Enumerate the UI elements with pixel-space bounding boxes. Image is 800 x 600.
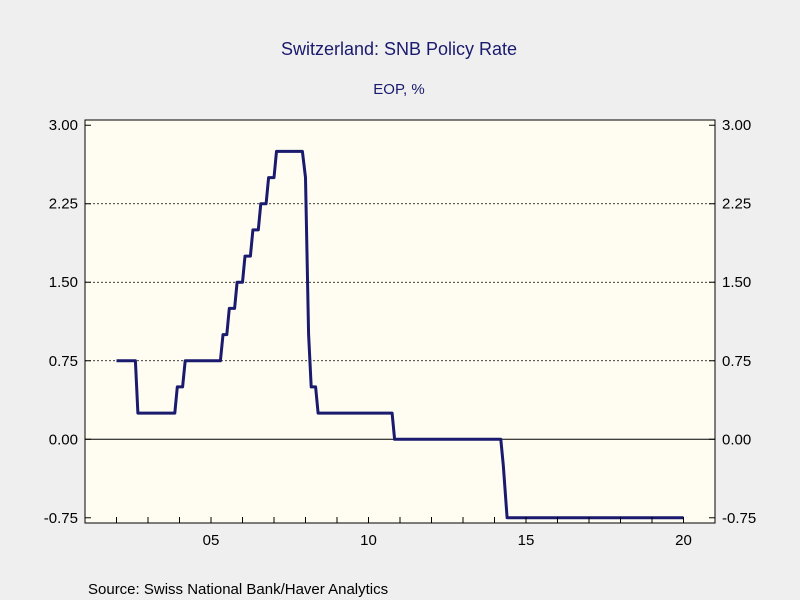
x-tick-label: 10 <box>360 532 377 549</box>
plot-area <box>85 120 715 523</box>
y-tick-label: 0.00 <box>722 431 751 448</box>
y-tick-label: 3.00 <box>49 117 78 134</box>
chart-title: Switzerland: SNB Policy Rate <box>281 39 517 59</box>
x-tick-label: 20 <box>675 532 692 549</box>
y-tick-label: 2.25 <box>49 196 78 213</box>
y-tick-label: 0.00 <box>49 431 78 448</box>
series-layer <box>116 149 684 520</box>
y-tick-label: 0.75 <box>49 353 78 370</box>
x-tick-label: 05 <box>203 532 220 549</box>
x-tick-label: 15 <box>518 532 535 549</box>
chart-subtitle: EOP, % <box>373 81 424 98</box>
y-tick-label: 1.50 <box>722 274 751 291</box>
x-axis: 05 10 15 20 <box>84 517 692 549</box>
y-tick-label: 3.00 <box>722 117 751 134</box>
y-tick-label: 1.50 <box>49 274 78 291</box>
series-line <box>116 149 684 520</box>
y-tick-label: -0.75 <box>722 510 756 527</box>
y-tick-label: -0.75 <box>44 510 78 527</box>
y-tick-label: 2.25 <box>722 196 751 213</box>
y-axis-left: 3.00 2.25 1.50 0.75 0.00 -0.75 <box>44 117 91 527</box>
y-axis-right: 3.00 2.25 1.50 0.75 0.00 -0.75 <box>709 117 756 527</box>
y-tick-label: 0.75 <box>722 353 751 370</box>
source-note: Source: Swiss National Bank/Haver Analyt… <box>88 581 388 598</box>
